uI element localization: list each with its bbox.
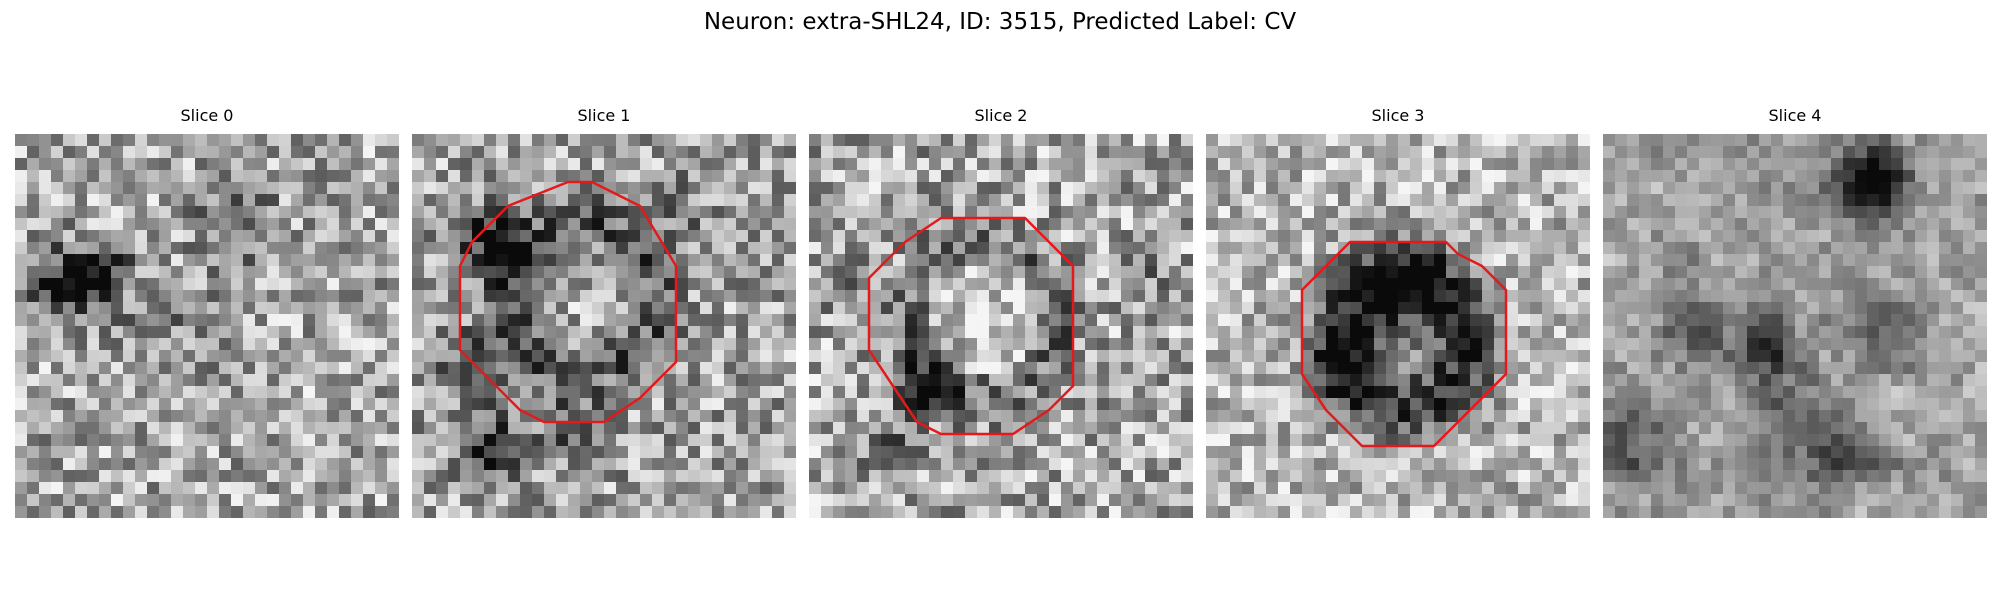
slice-title: Slice 0 (180, 106, 234, 125)
slice-image-2 (809, 134, 1193, 518)
roi-outline (1300, 240, 1508, 448)
slice-image-0 (15, 134, 399, 518)
slice-image-3 (1206, 134, 1590, 518)
slice-title: Slice 1 (577, 106, 631, 125)
slice-panel-0: Slice 0 (15, 106, 399, 518)
slice-panel-3: Slice 3 (1206, 106, 1590, 518)
slice-image-1 (412, 134, 796, 518)
roi-outline (867, 216, 1075, 436)
slice-title: Slice 2 (974, 106, 1028, 125)
slice-image-4 (1603, 134, 1987, 518)
figure-title: Neuron: extra-SHL24, ID: 3515, Predicted… (703, 9, 1297, 35)
slice-title: Slice 3 (1371, 106, 1425, 125)
slice-panel-4: Slice 4 (1603, 106, 1987, 518)
slice-panel-1: Slice 1 (412, 106, 796, 518)
slice-title: Slice 4 (1768, 106, 1822, 125)
slice-panel-2: Slice 2 (809, 106, 1193, 518)
roi-outline (458, 180, 678, 424)
